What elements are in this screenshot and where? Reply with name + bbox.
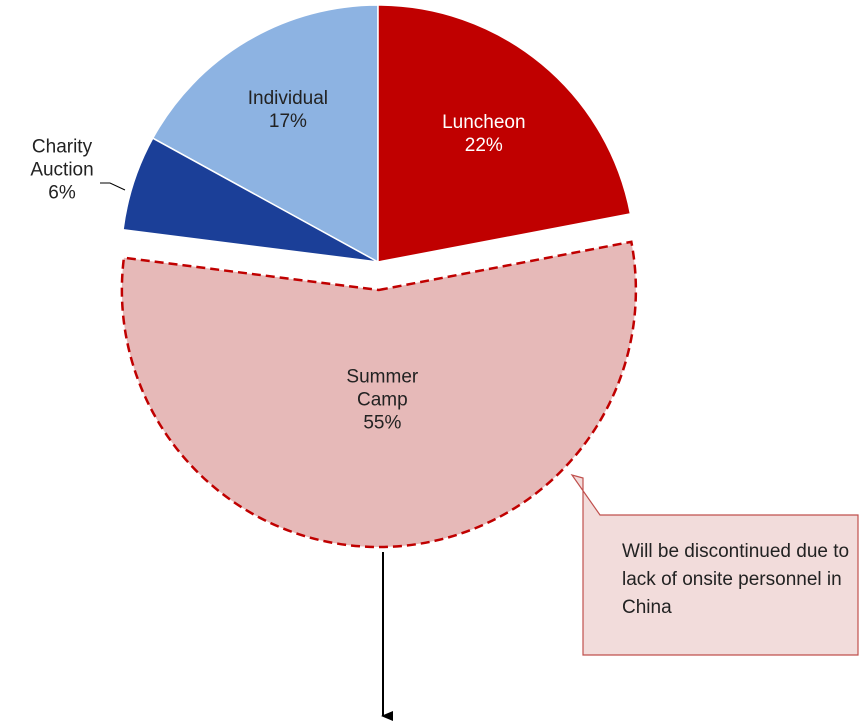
slice-name: Charity Auction <box>30 136 94 181</box>
slice-name: Summer Camp <box>346 366 419 411</box>
slice-name: Luncheon <box>442 112 526 134</box>
pie-slice <box>377 4 632 263</box>
slice-label: Charity Auction 6% <box>22 136 102 205</box>
leader-line <box>100 182 126 191</box>
callout-text: Will be discontinued due to lack of onsi… <box>622 541 850 618</box>
slice-value: 55% <box>363 412 402 434</box>
slice-name: Individual <box>247 87 329 109</box>
slice-label: Summer Camp 55% <box>337 365 427 434</box>
slice-label: Individual 17% <box>228 87 348 133</box>
pie-slice <box>120 240 638 549</box>
pie-slice <box>122 137 379 263</box>
callout-box <box>570 473 859 656</box>
slice-value: 6% <box>48 182 76 204</box>
slice-label: Luncheon 22% <box>424 111 544 157</box>
slice-value: 22% <box>464 135 503 157</box>
slice-value: 17% <box>268 110 307 132</box>
pie-slice <box>151 4 379 264</box>
